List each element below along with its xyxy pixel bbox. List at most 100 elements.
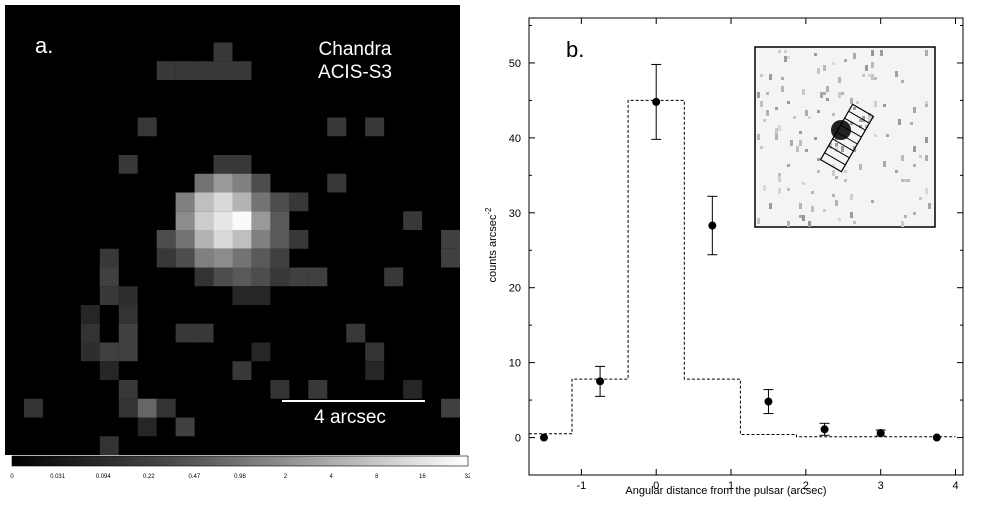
image-pixel <box>232 248 252 268</box>
inset-pixel <box>760 146 763 149</box>
inset-pixel <box>817 110 820 113</box>
image-pixel <box>441 248 460 268</box>
inset-pixel <box>796 146 799 152</box>
hatch-line <box>844 117 866 131</box>
data-point <box>932 433 941 442</box>
image-pixel <box>384 267 404 287</box>
hatch-line <box>840 124 862 138</box>
inset-extraction-region <box>819 103 875 173</box>
hatch-line <box>848 110 870 124</box>
image-pixel <box>80 342 100 362</box>
colorbar-tick-label: 0.031 <box>50 474 66 480</box>
x-tick-label: 4 <box>952 480 958 492</box>
inset-pixel <box>895 170 898 173</box>
x-tick-label: -1 <box>576 480 586 492</box>
image-pixel <box>99 286 119 305</box>
image-pixel <box>194 267 214 287</box>
inset-pixel <box>901 80 904 83</box>
inset-pixel <box>874 101 877 107</box>
x-tick-label: 1 <box>728 480 734 492</box>
image-pixel <box>289 192 309 212</box>
inset-pixel <box>799 215 802 218</box>
inset-pixel <box>871 200 874 203</box>
colorbar-ticks: 0 0.031 0.094 0.22 0.47 0.98 2 4 8 16 32 <box>10 474 472 480</box>
image-pixel <box>118 342 138 362</box>
inset-pixel <box>799 131 802 134</box>
hatch-line <box>832 138 854 152</box>
inset-pixel <box>814 137 817 140</box>
detector-name: ACIS-S3 <box>318 62 392 83</box>
inset-pixel <box>832 194 835 197</box>
inset-pixel <box>904 215 907 218</box>
inset-pixel <box>760 101 763 107</box>
inset-pixel-layer <box>757 50 931 227</box>
inset-pixel <box>835 176 838 179</box>
image-pixel <box>156 230 176 249</box>
inset-pixel <box>883 104 886 107</box>
image-pixel <box>99 361 119 380</box>
image-pixel <box>213 42 233 62</box>
image-pixel <box>403 211 423 230</box>
inset-pixel <box>871 62 874 68</box>
panel-label-a: a. <box>35 33 53 58</box>
inset-pixel <box>778 188 781 194</box>
image-pixel <box>118 323 138 343</box>
image-pixel <box>175 417 195 437</box>
inset-pixel <box>811 206 814 212</box>
data-point <box>764 397 773 406</box>
inset-pixel <box>793 116 796 119</box>
inset-pixel <box>808 221 811 227</box>
image-pixel <box>232 267 252 287</box>
panel-label-b: b. <box>566 37 584 62</box>
image-pixel <box>251 192 271 212</box>
inset-pixel <box>817 170 820 173</box>
image-pixel <box>365 361 385 380</box>
inset-pixel <box>901 155 904 161</box>
inset-pixel <box>787 164 790 167</box>
inset-pixel <box>853 107 856 110</box>
inset-pixel <box>913 164 916 167</box>
data-point <box>539 433 548 442</box>
image-pixel <box>213 267 233 287</box>
inset-pixel <box>853 53 856 59</box>
inset-pixel <box>835 143 838 146</box>
x-tick-label: 0 <box>653 480 659 492</box>
inset-pixel <box>838 77 841 83</box>
hatch-line <box>824 152 846 166</box>
image-pixel <box>232 286 252 305</box>
image-pixel <box>213 155 233 174</box>
inset-pixel <box>925 155 928 161</box>
inset-pixel <box>781 86 784 92</box>
inset-pixel <box>838 218 841 221</box>
hatch-line <box>836 131 858 145</box>
inset-pixel <box>919 155 922 158</box>
inset-pixel <box>850 98 853 104</box>
image-pixel <box>194 323 214 343</box>
image-pixel <box>137 417 157 437</box>
inset-pixel <box>868 74 871 77</box>
image-pixel <box>175 61 195 80</box>
inset-pixel <box>913 107 916 113</box>
image-pixel <box>194 61 214 80</box>
inset-pixel <box>811 191 814 194</box>
image-pixel <box>118 155 138 174</box>
image-pixel <box>213 211 233 230</box>
image-pixel <box>80 323 100 343</box>
image-pixel <box>118 305 138 324</box>
image-pixel <box>270 248 290 268</box>
inset-pixel <box>805 110 808 116</box>
inset-pixel <box>802 215 805 221</box>
y-tick-label: 10 <box>509 358 521 370</box>
image-pixel <box>118 380 138 399</box>
xray-image-panel: a. Chandra ACIS-S3 4 arcsec 0 0.031 0.094 0… <box>0 0 472 504</box>
inset-pixel <box>823 92 826 95</box>
inset-pixel <box>910 122 913 125</box>
inset-pixel <box>925 50 928 56</box>
inset-pixel <box>757 92 760 98</box>
image-pixel <box>194 230 214 249</box>
inset-pixel <box>850 122 853 125</box>
image-pixel <box>213 248 233 268</box>
inset-pixel <box>844 179 847 182</box>
image-pixel <box>403 380 423 399</box>
